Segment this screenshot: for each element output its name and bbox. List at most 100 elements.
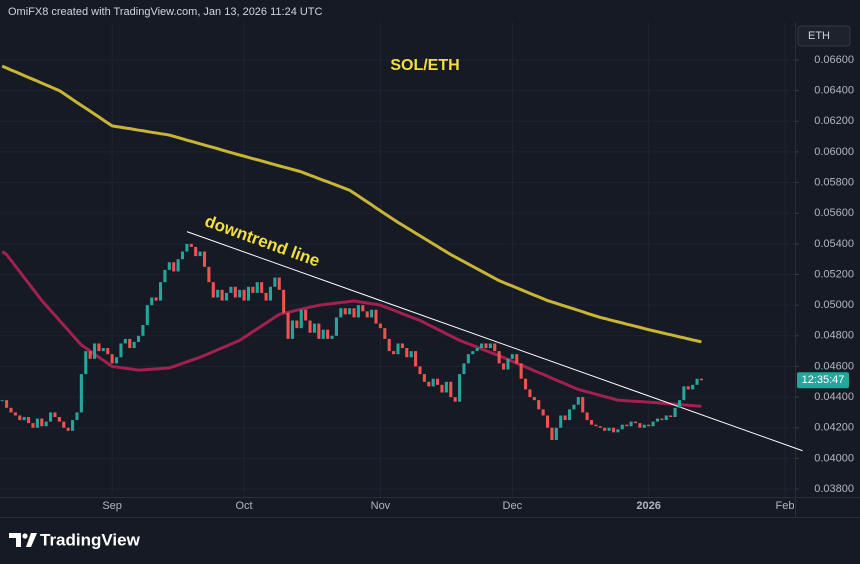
y-tick-label: 0.05400 <box>814 238 854 250</box>
candle <box>238 289 242 298</box>
candle <box>141 325 145 336</box>
candle <box>268 286 273 301</box>
candle <box>62 421 66 428</box>
candle <box>101 348 105 352</box>
candle <box>655 418 660 422</box>
candle <box>79 374 83 413</box>
candle <box>431 378 435 387</box>
candle <box>356 305 360 318</box>
candle <box>84 351 88 375</box>
x-tick-label: 2026 <box>636 500 660 512</box>
candle <box>603 427 607 431</box>
candle <box>541 409 545 416</box>
candle <box>251 286 255 293</box>
candle <box>532 397 536 401</box>
candle <box>462 363 466 375</box>
candle <box>57 417 61 422</box>
candle <box>321 329 325 339</box>
candle <box>594 424 598 427</box>
y-tick-label: 0.04600 <box>814 360 854 372</box>
trendline <box>186 231 803 452</box>
candle <box>365 311 369 318</box>
candle <box>194 246 198 257</box>
chart-title: SOL/ETH <box>390 57 459 74</box>
candle <box>75 412 79 421</box>
candle <box>686 386 690 390</box>
candle <box>581 397 585 413</box>
candle <box>71 420 75 431</box>
y-tick-label: 0.04200 <box>814 422 854 434</box>
candle <box>625 424 629 427</box>
candle <box>409 351 413 358</box>
candle <box>475 348 479 352</box>
candle <box>444 381 448 393</box>
candle <box>0 400 4 402</box>
moving-average <box>1 250 702 408</box>
candle <box>466 354 470 364</box>
candle <box>567 409 572 421</box>
candle <box>49 412 53 422</box>
candle <box>510 354 514 359</box>
candle <box>638 423 642 428</box>
candle <box>172 262 176 272</box>
y-tick-label: 0.05800 <box>814 176 854 188</box>
candle <box>119 343 123 358</box>
candle <box>154 297 158 301</box>
candle <box>123 338 127 344</box>
candle <box>660 418 664 421</box>
candle <box>136 335 141 342</box>
candle <box>427 381 431 387</box>
candle <box>633 421 638 424</box>
candle <box>554 427 558 440</box>
logo-text: TradingView <box>40 530 141 549</box>
x-tick-label: Dec <box>503 500 523 512</box>
countdown-box <box>797 372 849 389</box>
candle <box>22 417 26 421</box>
candle <box>282 289 286 313</box>
candle <box>572 404 576 410</box>
candle <box>242 289 246 301</box>
candle <box>132 341 136 349</box>
candle <box>387 338 391 352</box>
candle <box>629 421 633 427</box>
candle <box>260 282 264 293</box>
candle <box>88 351 92 359</box>
grid <box>0 22 795 497</box>
candle <box>290 320 294 339</box>
candle <box>115 357 119 364</box>
y-tick-label: 0.06400 <box>814 85 854 97</box>
y-tick-label: 0.05200 <box>814 268 854 280</box>
candle <box>691 384 695 390</box>
countdown: 12:35:47 <box>802 374 845 386</box>
candle <box>246 286 251 301</box>
candle <box>506 358 510 370</box>
candle <box>563 415 567 421</box>
candle <box>97 343 101 352</box>
y-tick-label: 0.04000 <box>814 452 854 464</box>
candle <box>598 426 602 428</box>
candle <box>163 269 167 283</box>
candle <box>559 415 563 428</box>
candle <box>418 366 422 375</box>
candle <box>299 309 303 329</box>
candle <box>620 424 624 430</box>
candle <box>396 343 400 355</box>
y-tick-label: 0.06600 <box>814 54 854 66</box>
logo-dot <box>22 533 28 539</box>
y-tick-label: 0.03800 <box>814 483 854 495</box>
candle <box>145 305 149 326</box>
candle <box>651 421 655 427</box>
candle <box>515 354 519 364</box>
candle <box>480 343 484 349</box>
candle <box>414 351 418 367</box>
currency-box[interactable] <box>797 25 851 47</box>
moving-average <box>1 64 702 344</box>
candle <box>330 335 334 339</box>
candle <box>233 286 237 298</box>
currency: ETH <box>808 30 830 42</box>
logo-shape <box>9 533 21 547</box>
y-tick-label: 0.05000 <box>814 299 854 311</box>
candle <box>5 400 9 408</box>
candle <box>607 427 611 431</box>
candle <box>352 308 356 318</box>
